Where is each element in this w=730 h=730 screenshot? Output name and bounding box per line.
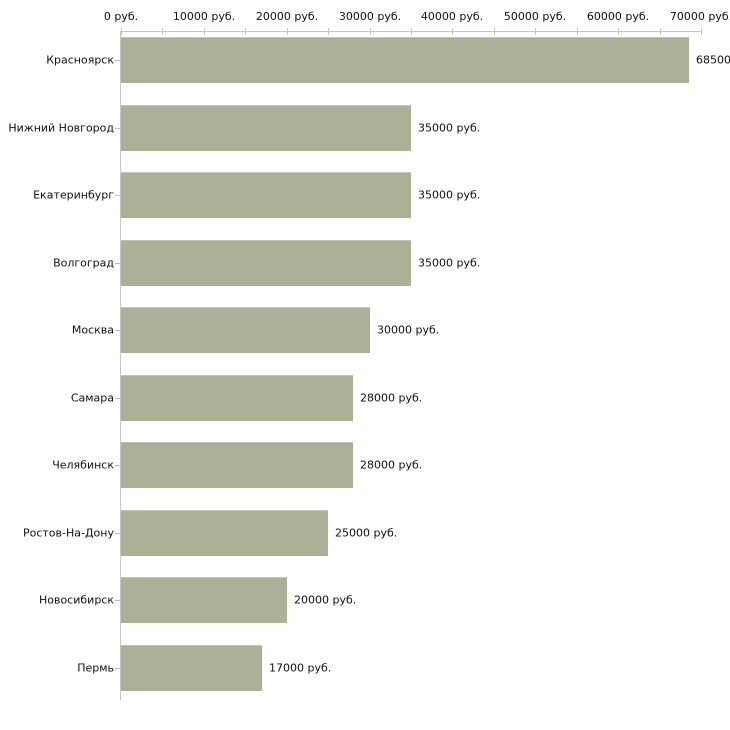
- bar-value-label: 28000 руб.: [360, 391, 423, 404]
- x-axis-minor-tick: [245, 28, 246, 35]
- category-tick: [115, 263, 120, 264]
- bar-value-label: 35000 руб.: [418, 121, 481, 134]
- category-tick: [115, 398, 120, 399]
- bar-value-label: 35000 руб.: [418, 256, 481, 269]
- x-axis-minor-tick: [411, 28, 412, 35]
- category-label: Екатеринбург: [33, 188, 114, 202]
- x-axis-minor-tick: [162, 28, 163, 35]
- category-label: Ростов-На-Дону: [22, 526, 114, 539]
- category-tick: [115, 465, 120, 466]
- bar-value-label: 20000 руб.: [294, 593, 357, 607]
- bar-value-label: 25000 руб.: [335, 526, 398, 539]
- x-axis-minor-tick: [660, 28, 661, 35]
- category-tick: [115, 668, 120, 669]
- category-label: Нижний Новгород: [8, 121, 114, 134]
- bar-2: [121, 105, 411, 151]
- x-axis-major-tick: [121, 28, 122, 35]
- bar-4: [121, 240, 411, 286]
- x-axis-minor-tick: [577, 28, 578, 35]
- x-axis-major-tick: [370, 28, 371, 35]
- x-axis-tick-label: 60000 руб.: [586, 10, 650, 23]
- bar-8: [121, 510, 328, 556]
- y-axis-line: [120, 31, 121, 700]
- bar-value-label: 68500: [696, 53, 730, 67]
- x-axis-tick-label: 40000 руб.: [420, 10, 484, 23]
- bar-value-label: 28000 руб.: [360, 458, 423, 472]
- category-label: Волгоград: [53, 256, 114, 269]
- x-axis-tick-label: 0 руб.: [103, 10, 139, 23]
- category-tick: [115, 128, 120, 129]
- category-label: Пермь: [77, 661, 114, 674]
- category-tick: [115, 600, 120, 601]
- category-tick: [115, 195, 120, 196]
- bar-value-label: 35000 руб.: [418, 188, 481, 202]
- bar-6: [121, 375, 353, 421]
- category-label: Новосибирск: [38, 593, 114, 607]
- category-tick: [115, 60, 120, 61]
- bar-9: [121, 577, 287, 623]
- x-axis-tick-label: 50000 руб.: [503, 10, 567, 23]
- bar-7: [121, 442, 353, 488]
- category-label: Москва: [71, 323, 114, 337]
- x-axis-major-tick: [535, 28, 536, 35]
- bar-value-label: 30000 руб.: [377, 323, 440, 337]
- x-axis-tick-label: 20000 руб.: [255, 10, 319, 23]
- x-axis-tick-label: 10000 руб.: [172, 10, 236, 23]
- bar-5: [121, 307, 370, 353]
- category-label: Самара: [70, 391, 114, 404]
- category-tick: [115, 533, 120, 534]
- bar-3: [121, 172, 411, 218]
- x-axis-major-tick: [287, 28, 288, 35]
- x-axis-major-tick: [701, 28, 702, 35]
- bar-value-label: 17000 руб.: [269, 661, 332, 674]
- x-axis-tick-label: 30000 руб.: [338, 10, 402, 23]
- category-tick: [115, 330, 120, 331]
- x-axis-tick-label: 70000 руб.: [669, 10, 730, 23]
- category-label: Челябинск: [52, 458, 114, 472]
- x-axis-major-tick: [204, 28, 205, 35]
- x-axis-minor-tick: [494, 28, 495, 35]
- bar-10: [121, 645, 262, 691]
- x-axis-major-tick: [618, 28, 619, 35]
- x-axis-major-tick: [452, 28, 453, 35]
- category-label: Красноярск: [46, 53, 114, 67]
- bar-1: [121, 37, 689, 83]
- x-axis-minor-tick: [328, 28, 329, 35]
